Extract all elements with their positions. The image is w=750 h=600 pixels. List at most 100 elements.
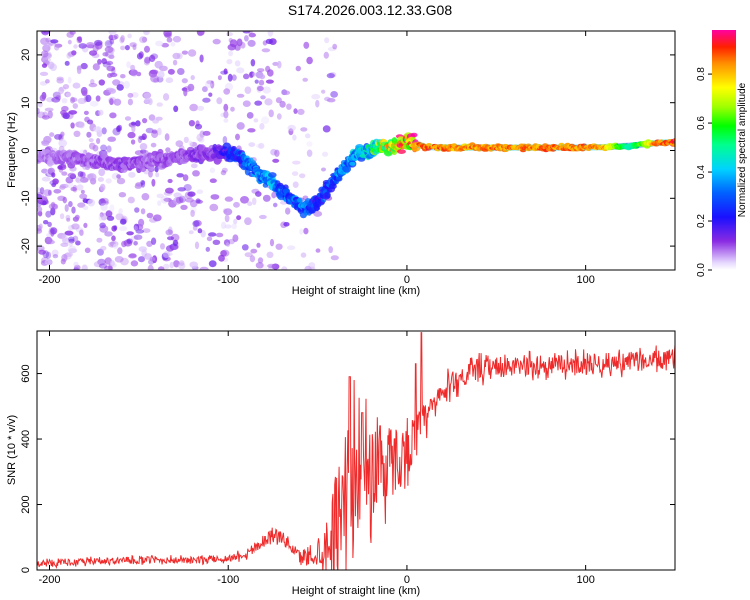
spectrogram-noise-blob (103, 200, 109, 205)
spectrogram-y-tick-label: 10 (20, 97, 32, 109)
spectrogram-noise-blob (94, 39, 103, 46)
spectrogram-noise-blob (46, 237, 53, 243)
spectrogram-noise-blob (299, 228, 304, 235)
spectrogram-noise-blob (43, 31, 51, 34)
spectrogram-noise-blob (98, 213, 104, 221)
spectrogram-noise-blob (260, 95, 266, 100)
spectrogram-noise-blob (64, 252, 73, 257)
spectrogram-noise-blob (259, 74, 266, 80)
spectrogram-noise-blob (148, 114, 156, 121)
snr-x-ticks: -200 -100 0 100 (38, 331, 595, 586)
spectrogram-noise-blob (277, 60, 282, 69)
spectrogram-noise-blob (52, 254, 59, 259)
spectrogram-noise-blob (120, 45, 126, 51)
spectrogram-ridge-cell (410, 132, 418, 138)
spectrogram-heatmap (37, 31, 675, 270)
spectrogram-noise-blob (327, 46, 337, 52)
spectrogram-noise-blob (84, 247, 91, 254)
spectrogram-noise-blob (92, 63, 100, 71)
spectrogram-noise-blob (67, 76, 72, 84)
spectrogram-noise-blob (308, 266, 316, 270)
spectrogram-noise-blob (138, 51, 144, 59)
spectrogram-noise-blob (257, 257, 264, 264)
spectrogram-noise-blob (167, 236, 174, 241)
spectrogram-noise-blob (163, 251, 171, 259)
spectrogram-noise-blob (304, 265, 312, 270)
spectrogram-noise-blob (117, 247, 123, 255)
spectrogram-noise-blob (37, 107, 40, 115)
spectrogram-noise-blob (187, 49, 197, 57)
spectrogram-y-tick-label: 20 (20, 49, 32, 61)
spectrogram-noise-blob (97, 58, 102, 65)
spectrogram-noise-blob (101, 58, 107, 65)
spectrogram-noise-blob (247, 128, 256, 133)
spectrogram-noise-blob (64, 91, 71, 98)
spectrogram-noise-blob (151, 129, 158, 134)
spectrogram-noise-blob (141, 193, 150, 201)
spectrogram-noise-blob (150, 142, 157, 148)
spectrogram-noise-blob (68, 201, 73, 208)
spectrogram-noise-blob (53, 189, 62, 194)
spectrogram-noise-blob (109, 98, 114, 106)
spectrogram-noise-blob (230, 106, 235, 112)
colorbar-gradient (712, 30, 736, 270)
spectrogram-noise-blob (226, 59, 233, 65)
spectrogram-noise-blob (104, 231, 113, 237)
spectrogram-noise-blob (126, 238, 133, 244)
spectrogram-noise-blob (292, 181, 299, 188)
spectrogram-noise-blob (250, 248, 258, 254)
spectrogram-noise-blob (188, 120, 195, 127)
spectrogram-noise-blob (107, 73, 113, 78)
snr-x-label: Height of straight line (km) (292, 585, 420, 597)
spectrogram-noise-blob (54, 43, 60, 51)
spectrogram-noise-blob (59, 213, 65, 220)
spectrogram-noise-blob (45, 210, 52, 218)
spectrogram-noise-blob (65, 92, 72, 98)
spectrogram-noise-blob (47, 61, 55, 70)
spectrogram-noise-blob (51, 97, 61, 103)
spectrogram-noise-blob (109, 38, 115, 45)
spectrogram-noise-blob (167, 68, 175, 75)
spectrogram-noise-blob (240, 196, 249, 204)
spectrogram-noise-blob (61, 171, 68, 176)
spectrogram-noise-blob (38, 249, 46, 255)
spectrogram-noise-blob (231, 74, 237, 81)
spectrogram-noise-blob (65, 181, 74, 188)
spectrogram-noise-blob (303, 227, 309, 235)
spectrogram-noise-blob (236, 122, 245, 130)
spectrogram-noise-blob (157, 200, 162, 206)
spectrogram-noise-blob (236, 67, 245, 74)
spectrogram-noise-blob (74, 264, 81, 270)
spectrogram-noise-blob (163, 263, 170, 270)
spectrogram-ridge-cell (324, 191, 331, 199)
spectrogram-noise-blob (321, 89, 326, 94)
spectrogram-noise-blob (189, 261, 198, 268)
spectrogram-x-label: Height of straight line (km) (292, 285, 420, 297)
spectrogram-noise-blob (155, 40, 164, 47)
spectrogram-noise-blob (236, 93, 245, 98)
spectrogram-noise-blob (247, 39, 256, 47)
spectrogram-ridge-cell (268, 172, 277, 178)
spectrogram-noise-blob (256, 242, 261, 248)
spectrogram-noise-blob (234, 44, 241, 51)
spectrogram-noise-blob (45, 37, 51, 43)
spectrogram-noise-blob (197, 31, 203, 37)
spectrogram-y-tick-label: 0 (20, 147, 32, 153)
spectrogram-noise-blob (273, 202, 278, 208)
spectrogram-noise-blob (321, 167, 326, 172)
spectrogram-noise-blob (183, 88, 188, 97)
spectrogram-noise-blob (236, 215, 242, 221)
spectrogram-noise-blob (109, 204, 115, 213)
spectrogram-noise-blob (190, 205, 197, 214)
spectrogram-noise-blob (228, 50, 234, 57)
spectrogram-noise-blob (100, 212, 108, 221)
spectrogram-noise-blob (223, 110, 229, 119)
spectrogram-noise-blob (93, 261, 103, 268)
spectrogram-noise-blob (266, 251, 274, 258)
spectrogram-noise-blob (187, 191, 196, 197)
spectrogram-noise-blob (234, 60, 241, 67)
spectrogram-noise-blob (67, 51, 76, 57)
spectrogram-noise-blob (190, 209, 195, 217)
spectrogram-noise-blob (265, 79, 274, 84)
spectrogram-noise-blob (207, 232, 217, 237)
